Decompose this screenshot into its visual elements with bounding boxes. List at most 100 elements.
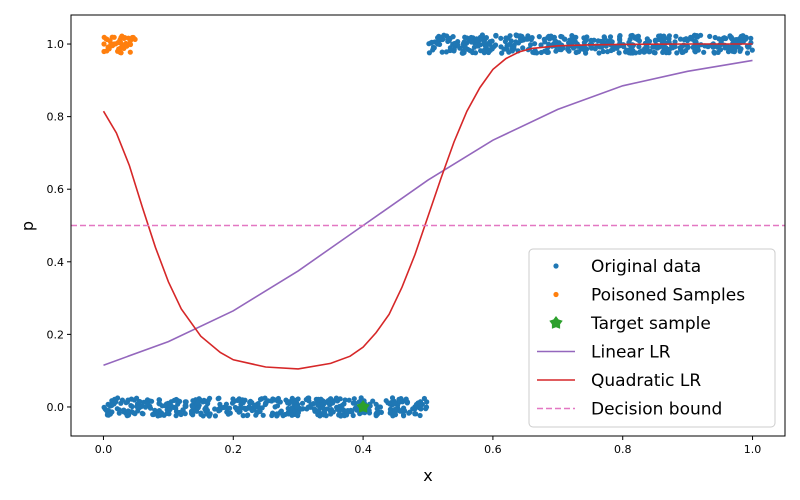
- scatter-point: [663, 50, 669, 56]
- scatter-point: [150, 411, 156, 418]
- scatter-point: [508, 38, 514, 44]
- scatter-point: [538, 42, 544, 48]
- scatter-point: [141, 399, 147, 405]
- scatter-point: [617, 33, 623, 39]
- scatter-point: [111, 34, 117, 40]
- scatter-point: [636, 38, 643, 44]
- x-axis-label: x: [423, 466, 432, 485]
- plot-area: [71, 32, 785, 419]
- scatter-point: [136, 399, 142, 405]
- scatter-point: [601, 34, 607, 40]
- scatter-point: [517, 33, 523, 39]
- scatter-point: [582, 48, 588, 54]
- scatter-point: [429, 39, 435, 46]
- scatter-point: [338, 413, 344, 419]
- scatter-point: [374, 406, 380, 412]
- scatter-point: [624, 47, 630, 53]
- scatter-point: [391, 411, 397, 417]
- scatter-point: [295, 410, 301, 416]
- scatter-point: [666, 33, 673, 39]
- scatter-point: [498, 44, 504, 50]
- scatter-point: [481, 39, 487, 45]
- scatter-point: [257, 396, 264, 402]
- scatter-point: [449, 47, 455, 53]
- scatter-point: [481, 47, 487, 54]
- scatter-point: [579, 45, 585, 51]
- scatter-point: [727, 45, 734, 51]
- scatter-point: [694, 33, 700, 39]
- scatter-point: [475, 43, 481, 49]
- scatter-point: [674, 50, 680, 56]
- series-linear-lr-line: [103, 59, 753, 366]
- legend-marker: [553, 291, 559, 298]
- scatter-point: [285, 400, 291, 406]
- scatter-point: [468, 34, 474, 41]
- scatter-point: [104, 48, 110, 54]
- scatter-point: [666, 46, 673, 53]
- scatter-point: [489, 45, 495, 51]
- scatter-point: [439, 49, 445, 55]
- scatter-point: [600, 48, 606, 55]
- scatter-point: [249, 407, 255, 414]
- scatter-point: [212, 406, 218, 412]
- scatter-point: [584, 34, 590, 40]
- y-tick-label: 0.8: [47, 111, 65, 124]
- x-tick-label: 0.0: [95, 443, 113, 456]
- scatter-point: [238, 401, 244, 408]
- scatter-point: [124, 413, 130, 419]
- scatter-point: [636, 44, 642, 50]
- scatter-point: [683, 36, 689, 42]
- scatter-point: [424, 399, 430, 405]
- scatter-point: [397, 398, 403, 404]
- scatter-point: [528, 36, 534, 43]
- scatter-point: [125, 35, 132, 41]
- scatter-point: [556, 40, 562, 46]
- scatter-point: [373, 401, 379, 407]
- scatter-point: [334, 406, 341, 412]
- scatter-point: [445, 36, 451, 43]
- scatter-point: [426, 50, 432, 56]
- scatter-point: [462, 34, 468, 40]
- scatter-point: [306, 398, 312, 404]
- scatter-point: [321, 408, 327, 415]
- scatter-point: [677, 45, 683, 51]
- scatter-point: [203, 408, 209, 414]
- scatter-point: [138, 403, 144, 409]
- scatter-point: [178, 411, 184, 418]
- scatter-point: [541, 36, 547, 42]
- scatter-point: [334, 398, 341, 404]
- scatter-point: [387, 406, 393, 412]
- x-tick-label: 1.0: [744, 443, 762, 456]
- scatter-point: [253, 412, 259, 418]
- y-tick-label: 0.2: [47, 328, 65, 341]
- legend: Original data Poisoned Samples Target samp…: [528, 248, 776, 428]
- scatter-point: [299, 400, 306, 406]
- scatter-point: [651, 49, 657, 56]
- scatter-point: [348, 408, 354, 414]
- scatter-point: [673, 33, 679, 39]
- scatter-point: [265, 398, 271, 404]
- axes-frame: [70, 14, 786, 437]
- scatter-point: [417, 412, 423, 419]
- scatter-point: [523, 36, 529, 42]
- scatter-point: [229, 400, 236, 406]
- scatter-point: [548, 33, 554, 39]
- scatter-point: [596, 50, 602, 56]
- scatter-point: [207, 411, 213, 417]
- scatter-point: [227, 405, 233, 411]
- scatter-point: [570, 34, 576, 40]
- scatter-point: [647, 48, 653, 54]
- scatter-point: [731, 49, 738, 55]
- scatter-point: [278, 408, 284, 414]
- scatter-point: [163, 401, 170, 407]
- series-quadratic-lr-line: [102, 43, 753, 370]
- scatter-point: [721, 35, 727, 41]
- scatter-point: [237, 408, 243, 415]
- y-axis-label: p: [18, 221, 37, 231]
- scatter-point: [109, 402, 115, 408]
- scatter-point: [323, 413, 329, 419]
- scatter-point: [402, 408, 408, 414]
- scatter-point: [156, 397, 162, 403]
- scatter-point: [598, 38, 604, 44]
